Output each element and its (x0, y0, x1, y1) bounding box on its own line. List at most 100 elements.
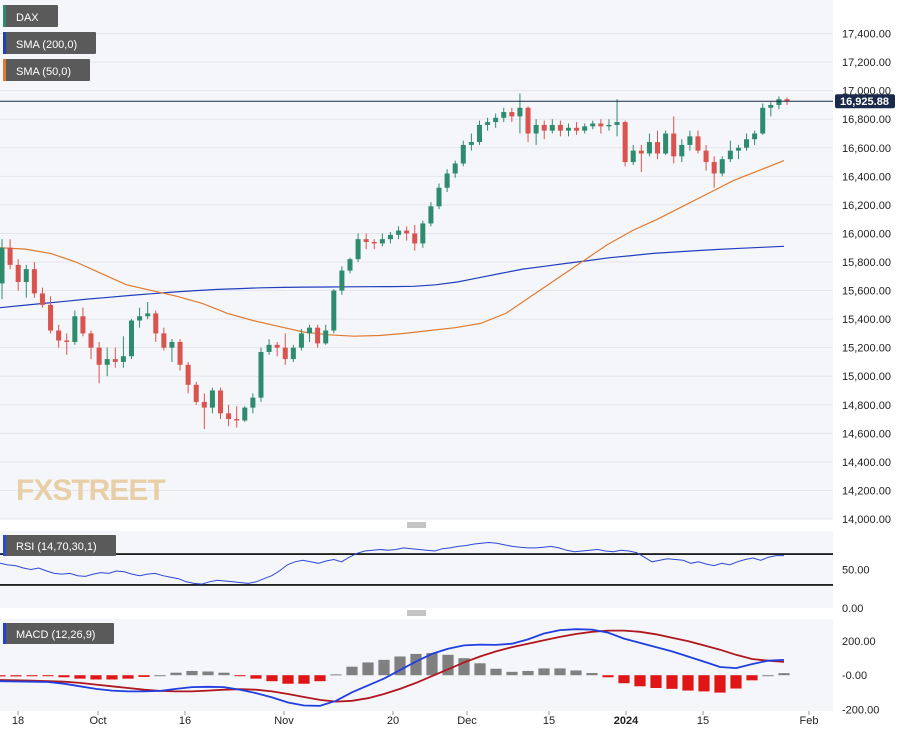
candle-body (274, 344, 280, 348)
macd-histogram-bar (666, 675, 678, 689)
candle-body (744, 139, 750, 148)
candle-body (541, 124, 547, 131)
macd-y-tick: -0.00 (842, 670, 867, 682)
watermark: FXSTREET (16, 474, 165, 507)
macd-histogram-bar (650, 675, 662, 688)
candle-body (177, 341, 183, 365)
x-tick-label: 2024 (614, 715, 639, 727)
candle-body (7, 247, 13, 265)
candle-body (460, 144, 466, 164)
legend-sma50[interactable]: SMA (50,0) (3, 59, 90, 81)
candle-body (145, 313, 151, 317)
candle-body (307, 327, 313, 334)
legend-dax-label: DAX (16, 12, 39, 24)
macd-histogram-bar (282, 675, 294, 684)
x-tick-label: Oct (89, 715, 106, 727)
candle-body (15, 264, 21, 282)
candle-body (209, 390, 215, 408)
macd-histogram-bar (506, 671, 518, 676)
candle-body (695, 136, 701, 151)
price-y-tick: 14,200.00 (842, 485, 891, 497)
candle-body (614, 122, 620, 125)
pane-resize-handle-1[interactable] (407, 522, 426, 528)
candle-body (23, 269, 29, 282)
legend-dax[interactable]: DAX (3, 5, 58, 27)
macd-histogram-bar (314, 675, 326, 682)
macd-histogram-bar (426, 653, 438, 676)
x-tick-label: Feb (800, 715, 819, 727)
candle-body (468, 142, 474, 145)
price-y-tick: 16,200.00 (842, 200, 891, 212)
macd-y-tick: -200.00 (842, 704, 879, 716)
candle-body (258, 351, 264, 398)
candle-body (444, 173, 450, 188)
candle-body (104, 359, 110, 365)
candle-body (452, 163, 458, 174)
candle-body (185, 364, 191, 385)
rsi-line (0, 541, 784, 585)
candle-body (655, 142, 661, 154)
macd-histogram-bar (42, 675, 54, 677)
price-y-tick: 15,800.00 (842, 257, 891, 269)
candle-body (735, 147, 741, 151)
legend-macd[interactable]: MACD (12,26,9) (3, 623, 114, 644)
macd-histogram-bar (170, 672, 182, 676)
candle-body (282, 347, 288, 360)
macd-histogram-bar (410, 653, 422, 676)
candle-body (72, 316, 78, 342)
candle-body (0, 247, 5, 284)
macd-histogram-bar (362, 662, 374, 676)
macd-signal-line (0, 629, 785, 703)
rsi-y-axis: 50.00 0.00 (842, 565, 870, 616)
candle-body (517, 107, 523, 117)
candle-body (379, 239, 385, 244)
candle-body (161, 333, 167, 348)
pane-resize-handle-2[interactable] (407, 610, 426, 616)
macd-histogram-bar (778, 673, 790, 676)
candle-body (574, 127, 580, 131)
macd-histogram-bar (714, 675, 726, 693)
candle-body (39, 293, 45, 305)
price-y-tick: 16,400.00 (842, 171, 891, 183)
candle-body (565, 127, 572, 131)
macd-histogram-bar (266, 675, 278, 682)
macd-histogram-bar (394, 656, 406, 676)
candle-body (533, 124, 539, 134)
candle-body (784, 99, 790, 102)
macd-histogram-bar (10, 675, 22, 677)
candle-body (760, 107, 766, 134)
candle-body (404, 230, 410, 234)
macd-histogram-bar (730, 675, 742, 689)
candle-body (153, 313, 159, 334)
macd-histogram-bar (154, 675, 166, 677)
last-price-tag (835, 94, 895, 109)
candle-body (298, 333, 304, 348)
price-y-tick: 15,600.00 (842, 286, 891, 298)
candle-body (638, 150, 644, 154)
price-y-tick: 17,200.00 (842, 57, 891, 69)
candle-body (679, 144, 685, 157)
candle-body (347, 259, 353, 271)
x-axis: 18 Oct 16 Nov 20 Dec 15 2024 15 Feb (12, 711, 819, 727)
legend-sma200-label: SMA (200,0) (16, 39, 77, 51)
macd-histogram-bar (538, 668, 550, 676)
candle-body (48, 304, 54, 331)
macd-histogram-bar (122, 675, 134, 679)
x-tick-label: 15 (697, 715, 709, 727)
macd-histogram-bar (602, 675, 614, 678)
legend-sma200[interactable]: SMA (200,0) (3, 32, 96, 54)
candle-body (88, 333, 94, 348)
rsi-panel-bg (0, 531, 833, 608)
macd-histogram-bar (90, 675, 102, 680)
rsi-y-tick: 0.00 (842, 603, 863, 615)
legend-rsi[interactable]: RSI (14,70,30,1) (3, 535, 116, 556)
candle-body (226, 413, 232, 420)
candle-body (630, 150, 636, 163)
candle-body (663, 133, 669, 154)
price-y-tick: 14,800.00 (842, 400, 891, 412)
x-tick-label: 15 (543, 715, 555, 727)
price-y-tick: 17,400.00 (842, 29, 891, 41)
macd-histogram-bar (698, 675, 710, 692)
rsi-y-tick: 50.00 (842, 565, 870, 577)
